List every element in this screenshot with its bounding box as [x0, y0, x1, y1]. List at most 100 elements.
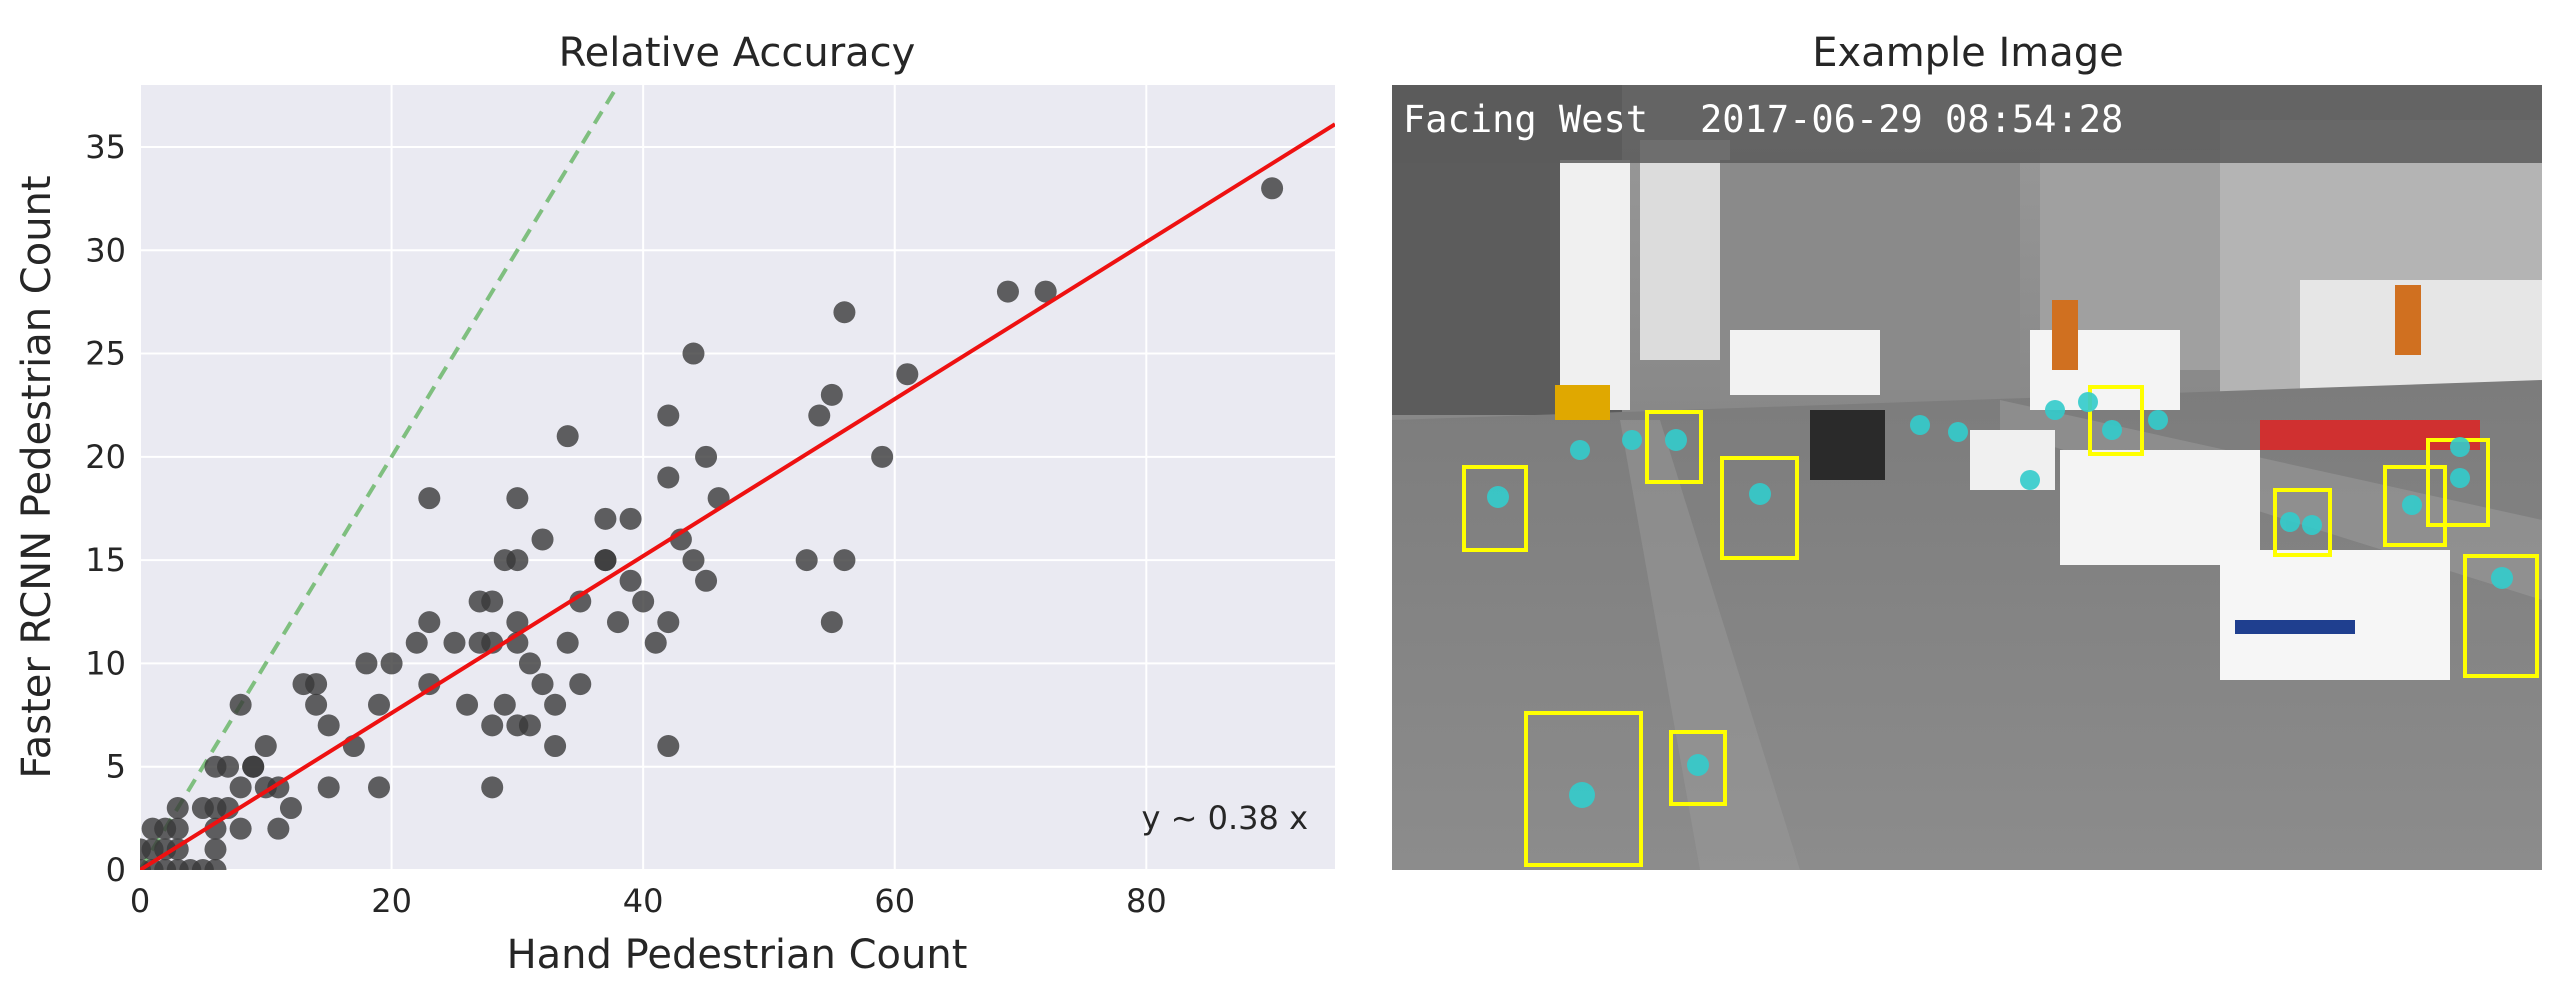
data-point — [556, 425, 579, 448]
data-point — [305, 693, 328, 716]
detection-box — [1645, 410, 1703, 484]
plot-area — [140, 85, 1335, 870]
y-tick-label: 15 — [85, 541, 126, 579]
data-point — [481, 776, 504, 799]
pedestrian-dot — [2020, 470, 2040, 490]
data-point — [518, 652, 541, 675]
data-point — [418, 611, 441, 634]
x-tick-label: 80 — [1126, 882, 1167, 920]
data-point — [795, 549, 818, 572]
pedestrian-dots — [1487, 392, 2513, 808]
data-point — [229, 817, 252, 840]
data-point — [380, 652, 403, 675]
y-tick-label: 10 — [85, 644, 126, 682]
image-title: Example Image — [1812, 30, 2124, 76]
data-point — [820, 383, 843, 406]
data-point — [657, 466, 680, 489]
data-point — [355, 652, 378, 675]
x-tick-label: 20 — [371, 882, 412, 920]
data-point — [695, 569, 718, 592]
data-point — [833, 301, 856, 324]
data-point — [518, 714, 541, 737]
pedestrian-dot — [1622, 430, 1642, 450]
data-point — [544, 735, 567, 758]
data-point — [204, 838, 227, 861]
detection-box — [2383, 465, 2447, 547]
data-point — [204, 859, 227, 870]
data-point — [506, 487, 529, 510]
data-point — [204, 817, 227, 840]
data-point — [279, 797, 302, 820]
data-point — [569, 590, 592, 613]
data-point — [493, 693, 516, 716]
data-point — [996, 280, 1019, 303]
tick-labels: 0 20 40 60 80 0 5 10 15 20 25 30 35 — [85, 128, 1166, 920]
data-point — [242, 755, 265, 778]
data-point — [808, 404, 831, 427]
data-point — [594, 507, 617, 530]
data-point — [644, 631, 667, 654]
y-tick-label: 5 — [106, 748, 126, 786]
data-point — [166, 817, 189, 840]
data-point — [657, 611, 680, 634]
data-point — [368, 693, 390, 716]
y-tick-label: 20 — [85, 438, 126, 476]
data-point — [682, 549, 705, 572]
data-point — [1261, 177, 1284, 200]
data-point — [229, 776, 252, 799]
data-point — [418, 487, 441, 510]
data-point — [682, 342, 705, 365]
pedestrian-dot — [1569, 782, 1595, 808]
chart-title: Relative Accuracy — [559, 30, 916, 76]
data-point — [267, 817, 290, 840]
data-point — [657, 404, 680, 427]
pedestrian-dot — [2078, 392, 2098, 412]
x-tick-label: 40 — [623, 882, 664, 920]
data-point — [456, 693, 479, 716]
pedestrian-dot — [2302, 515, 2322, 535]
data-point — [544, 693, 567, 716]
data-point — [317, 776, 340, 799]
data-point — [833, 549, 856, 572]
data-point — [317, 714, 340, 737]
scatter-chart: Relative Accuracy 0 20 40 60 80 0 5 10 15 20 25 30 3… — [14, 30, 1335, 978]
data-point — [481, 714, 504, 737]
pedestrian-dot — [1487, 486, 1509, 508]
detection-box — [2273, 488, 2332, 557]
data-point — [229, 693, 252, 716]
y-tick-label: 35 — [85, 128, 126, 166]
detection-box — [1524, 711, 1643, 867]
data-point — [418, 673, 441, 696]
detection-boxes — [1462, 385, 2539, 867]
data-point — [166, 797, 189, 820]
detection-box — [2463, 554, 2539, 678]
fit-line — [140, 122, 1335, 870]
detection-box — [1720, 456, 1799, 560]
data-points — [140, 177, 1284, 870]
y-tick-label: 0 — [106, 851, 126, 889]
pedestrian-dot — [1749, 483, 1771, 505]
data-point — [531, 528, 554, 551]
pedestrian-dot — [2102, 420, 2122, 440]
data-point — [820, 611, 843, 634]
detection-box — [1462, 465, 1528, 552]
street-photo: Facing West 2017-06-29 08:54:28 — [1392, 85, 2542, 870]
data-point — [556, 631, 579, 654]
data-point — [619, 507, 642, 530]
data-point — [443, 631, 466, 654]
data-point — [896, 363, 919, 386]
x-tick-label: 60 — [874, 882, 915, 920]
camera-timestamp: 2017-06-29 08:54:28 — [1700, 98, 2123, 141]
data-point — [619, 569, 642, 592]
data-point — [569, 673, 592, 696]
pedestrian-dot — [2491, 567, 2513, 589]
pedestrian-dot — [2450, 468, 2470, 488]
data-point — [607, 611, 629, 634]
x-tick-label: 0 — [130, 882, 150, 920]
y-axis-label: Faster RCNN Pedestrian Count — [14, 175, 60, 778]
data-point — [217, 755, 240, 778]
pedestrian-dot — [2045, 400, 2065, 420]
camera-caption-band — [1392, 85, 2542, 163]
data-point — [632, 590, 655, 613]
